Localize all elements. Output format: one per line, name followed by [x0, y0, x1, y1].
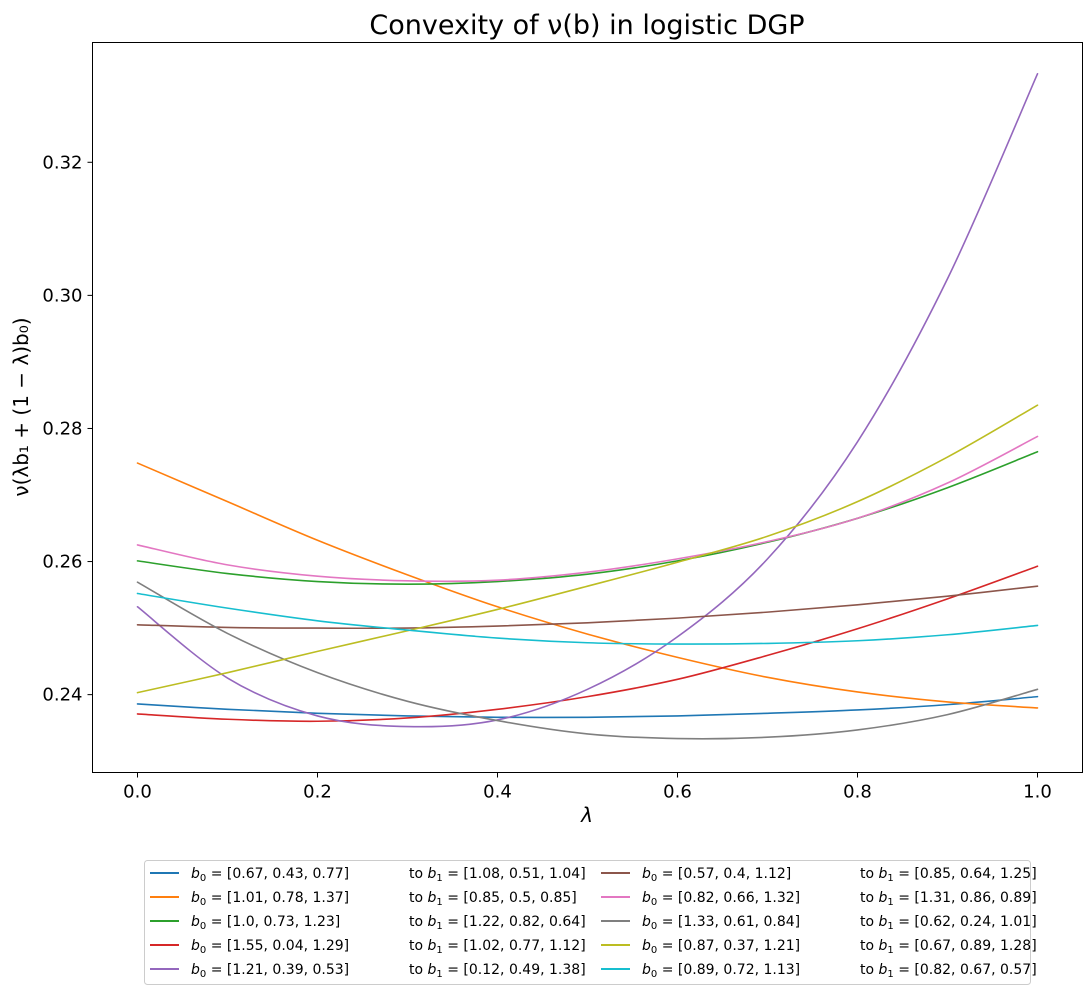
legend-item: b0 = [1.0, 0.73, 1.23] to b1 = [1.22, 0.8…	[150, 914, 586, 932]
series-line-4	[136, 565, 1039, 723]
series-line-3	[136, 450, 1039, 585]
legend-b1-text: to b1 = [1.22, 0.82, 0.64]	[409, 914, 586, 932]
x-tick-label: 0.6	[663, 782, 692, 803]
legend-b0-text: b0 = [1.21, 0.39, 0.53]	[191, 962, 349, 980]
legend-b1-text: to b1 = [0.62, 0.24, 1.01]	[860, 914, 1037, 932]
x-tick-label: 0.8	[843, 782, 872, 803]
legend-item: b0 = [0.67, 0.43, 0.77] to b1 = [1.08, 0.…	[150, 866, 586, 884]
legend-item: b0 = [0.82, 0.66, 1.32] to b1 = [1.31, 0.…	[601, 890, 1037, 908]
x-tick-label: 0.2	[303, 782, 332, 803]
x-tick-label: 0.4	[483, 782, 512, 803]
y-tick-label: 0.32	[42, 152, 82, 173]
legend-b0-text: b0 = [0.57, 0.4, 1.12]	[642, 866, 791, 884]
legend-b1-text: to b1 = [0.82, 0.67, 0.57]	[860, 962, 1037, 980]
series-line-5	[136, 72, 1039, 728]
legend-b0-text: b0 = [1.33, 0.61, 0.84]	[642, 914, 800, 932]
legend-b0-text: b0 = [1.55, 0.04, 1.29]	[191, 938, 349, 956]
series-line-2	[136, 462, 1039, 709]
legend-b0-text: b0 = [1.01, 0.78, 1.37]	[191, 890, 349, 908]
x-tick-label: 0.0	[123, 782, 152, 803]
legend-b1-text: to b1 = [0.85, 0.64, 1.25]	[860, 866, 1037, 884]
legend-item: b0 = [0.57, 0.4, 1.12] to b1 = [0.85, 0.6…	[601, 866, 1037, 884]
y-tick-label: 0.30	[42, 285, 82, 306]
series-line-1	[136, 695, 1039, 719]
y-tick-label: 0.28	[42, 418, 82, 439]
legend-b1-text: to b1 = [1.31, 0.86, 0.89]	[860, 890, 1037, 908]
series-line-6	[136, 585, 1039, 630]
legend-b1-text: to b1 = [0.12, 0.49, 1.38]	[409, 962, 586, 980]
series-line-8	[136, 581, 1039, 740]
legend-b0-text: b0 = [0.82, 0.66, 1.32]	[642, 890, 800, 908]
y-axis-ticks: 0.24 0.26 0.28 0.30 0.32	[42, 152, 93, 706]
legend-b1-text: to b1 = [0.85, 0.5, 0.85]	[409, 890, 577, 908]
legend-item: b0 = [1.33, 0.61, 0.84] to b1 = [0.62, 0.…	[601, 914, 1037, 932]
x-tick-label: 1.0	[1023, 782, 1052, 803]
legend-item: b0 = [0.89, 0.72, 1.13] to b1 = [0.82, 0.…	[601, 962, 1037, 980]
legend-b0-text: b0 = [0.67, 0.43, 0.77]	[191, 866, 349, 884]
legend-b0-text: b0 = [1.0, 0.73, 1.23]	[191, 914, 340, 932]
axes-frame	[92, 42, 1083, 773]
y-tick-label: 0.24	[42, 685, 82, 706]
x-axis-label: λ	[580, 803, 593, 827]
legend-item: b0 = [1.55, 0.04, 1.29] to b1 = [1.02, 0.…	[150, 938, 586, 956]
y-axis-label: ν(λb₁ + (1 − λ)b₀)	[9, 317, 33, 496]
x-axis-ticks: 0.0 0.2 0.4 0.6 0.8 1.0	[123, 772, 1052, 803]
legend-item: b0 = [0.87, 0.37, 1.21] to b1 = [0.67, 0.…	[601, 938, 1037, 956]
legend-b0-text: b0 = [0.89, 0.72, 1.13]	[642, 962, 800, 980]
legend-b0-text: b0 = [0.87, 0.37, 1.21]	[642, 938, 800, 956]
series-line-10	[136, 592, 1039, 645]
series-layer	[136, 72, 1039, 740]
y-tick-label: 0.26	[42, 552, 82, 573]
legend-frame	[144, 860, 1031, 985]
legend-b1-text: to b1 = [1.08, 0.51, 1.04]	[409, 866, 586, 884]
legend-item: b0 = [1.01, 0.78, 1.37] to b1 = [0.85, 0.…	[150, 890, 577, 908]
legend-item: b0 = [1.21, 0.39, 0.53] to b1 = [0.12, 0.…	[150, 962, 586, 980]
legend: b0 = [0.67, 0.43, 0.77] to b1 = [1.08, 0.…	[144, 860, 1037, 985]
legend-b1-text: to b1 = [0.67, 0.89, 1.28]	[860, 938, 1037, 956]
series-line-7	[136, 435, 1039, 583]
legend-b1-text: to b1 = [1.02, 0.77, 1.12]	[409, 938, 586, 956]
legend-items: b0 = [0.67, 0.43, 0.77] to b1 = [1.08, 0.…	[150, 866, 1037, 980]
series-line-9	[136, 404, 1039, 694]
chart-title: Convexity of ν(b) in logistic DGP	[369, 10, 804, 41]
plot-area	[92, 42, 1083, 773]
